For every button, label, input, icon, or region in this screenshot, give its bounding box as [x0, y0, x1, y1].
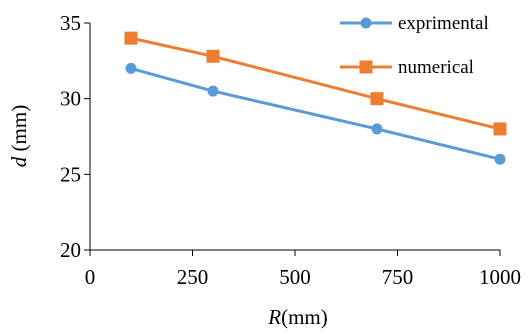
- x-axis-title: R(mm): [267, 305, 327, 329]
- tick-labels: 20 25 30 35 0 250 500 750 1000: [60, 11, 521, 289]
- axes: [84, 22, 501, 256]
- y-tick-label: 20: [60, 238, 81, 262]
- data-point-numerical: [206, 49, 220, 63]
- x-tick-label: 250: [177, 265, 209, 289]
- y-tick-label: 30: [60, 87, 81, 111]
- series-group: [124, 31, 507, 165]
- series-line-numerical: [130, 36, 501, 131]
- data-point-numerical: [124, 31, 138, 45]
- data-point-exprimental: [371, 123, 383, 135]
- data-point-numerical: [493, 122, 507, 136]
- legend-label-numerical: numerical: [398, 57, 474, 78]
- legend-marker-numerical: [359, 60, 373, 74]
- x-tick-label: 500: [279, 265, 311, 289]
- y-tick-label: 35: [60, 11, 81, 35]
- x-tick-label: 750: [382, 265, 414, 289]
- series-line-exprimental: [130, 66, 501, 161]
- y-axis-title: d (mm): [7, 105, 31, 167]
- x-tick-label: 0: [85, 265, 96, 289]
- legend: exprimental numerical: [340, 13, 489, 78]
- legend-label-exprimental: exprimental: [398, 13, 489, 34]
- data-point-exprimental: [207, 85, 219, 97]
- data-point-numerical: [370, 92, 384, 106]
- data-point-exprimental: [125, 62, 137, 74]
- data-point-exprimental: [494, 153, 506, 165]
- y-tick-label: 25: [60, 162, 81, 186]
- legend-marker-exprimental: [360, 17, 372, 29]
- x-tick-label: 1000: [479, 265, 521, 289]
